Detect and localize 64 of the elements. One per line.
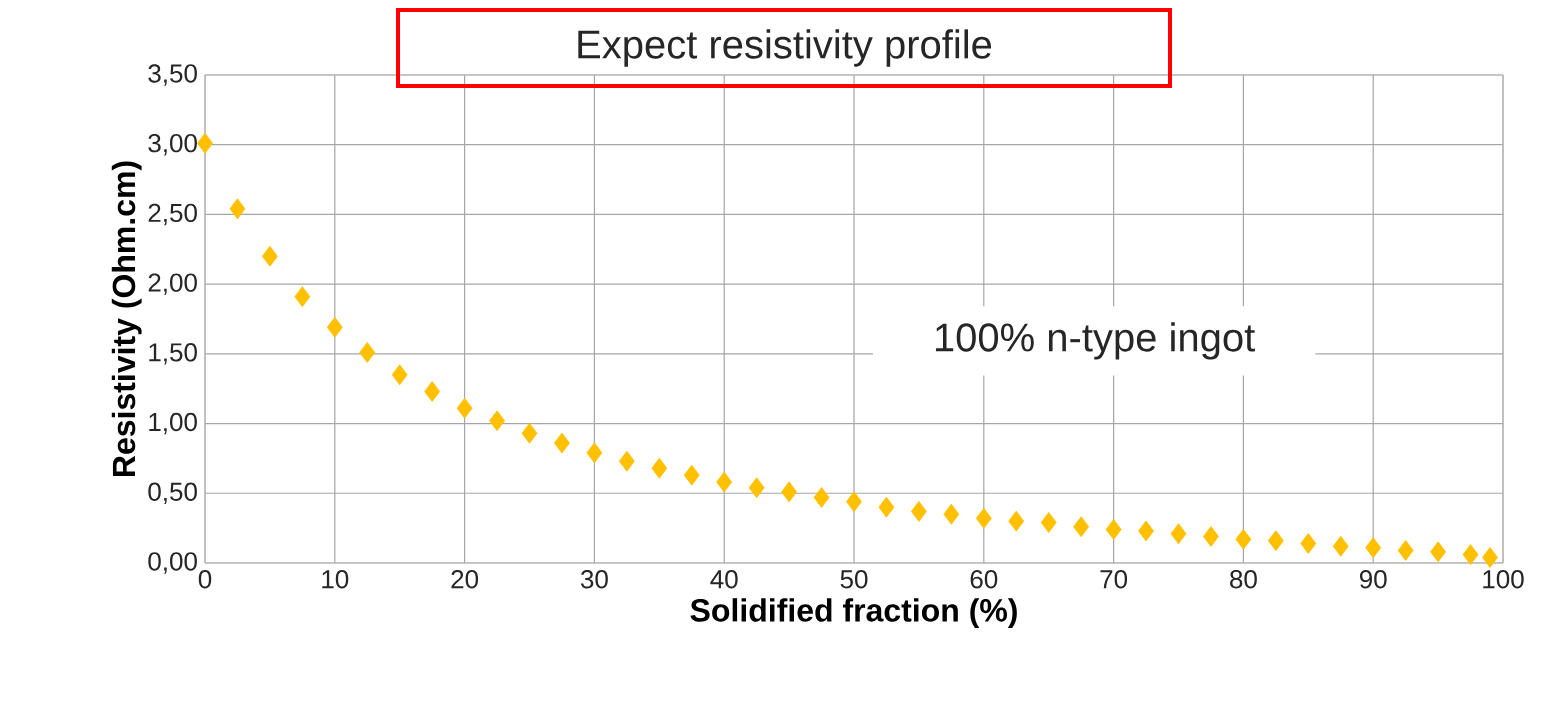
point bbox=[359, 342, 376, 363]
point bbox=[1073, 516, 1090, 538]
point bbox=[586, 442, 603, 464]
x-tick-label: 90 bbox=[1359, 570, 1387, 589]
point bbox=[1235, 528, 1252, 550]
point bbox=[554, 432, 570, 454]
y-tick-label: 1,50 bbox=[149, 343, 197, 365]
point bbox=[878, 496, 895, 518]
y-tick-label: 1,00 bbox=[149, 412, 197, 435]
x-tick-label: 50 bbox=[840, 570, 868, 589]
x-axis-title: Solidified fraction (%) bbox=[690, 598, 1017, 629]
point bbox=[651, 457, 668, 479]
x-tick-label: 100 bbox=[1483, 570, 1524, 589]
x-tick-label: 20 bbox=[451, 570, 479, 589]
point bbox=[521, 422, 538, 444]
x-tick-label: 0 bbox=[198, 570, 212, 589]
point bbox=[1365, 537, 1382, 559]
point bbox=[1430, 541, 1447, 563]
y-tick-label: 3,50 bbox=[148, 64, 197, 86]
point bbox=[456, 397, 473, 419]
point bbox=[846, 491, 862, 513]
point bbox=[1462, 544, 1479, 566]
y-tick-label: 0,50 bbox=[148, 482, 197, 505]
point bbox=[1040, 512, 1057, 533]
point bbox=[975, 507, 992, 529]
point bbox=[781, 481, 798, 503]
y-tick-label: 0,00 bbox=[148, 552, 197, 574]
point bbox=[197, 132, 213, 154]
x-tick-label: 30 bbox=[580, 570, 608, 589]
point bbox=[813, 487, 830, 508]
annotation: 100% n-type ingot bbox=[935, 322, 1255, 360]
point bbox=[294, 286, 311, 308]
point bbox=[1105, 519, 1122, 540]
point bbox=[326, 316, 343, 338]
point bbox=[911, 501, 927, 522]
point bbox=[424, 381, 441, 402]
x-tick-label: 80 bbox=[1230, 570, 1257, 589]
point bbox=[1332, 535, 1349, 557]
y-tick-label: 2,50 bbox=[148, 203, 197, 226]
point bbox=[489, 410, 505, 432]
point bbox=[618, 450, 635, 472]
point bbox=[1203, 526, 1219, 547]
point bbox=[1267, 530, 1284, 552]
point bbox=[748, 477, 765, 499]
x-tick-label: 40 bbox=[710, 570, 738, 589]
point bbox=[1300, 533, 1317, 554]
y-tick-label: 2,00 bbox=[148, 273, 197, 295]
point bbox=[391, 364, 408, 386]
y-axis-title: Resistivity (Ohm.cm) bbox=[111, 161, 142, 477]
x-tick-label: 10 bbox=[322, 570, 349, 589]
point bbox=[1008, 510, 1025, 532]
point bbox=[716, 471, 733, 493]
point bbox=[1482, 547, 1498, 568]
chart-title: Expect resistivity profile bbox=[578, 29, 992, 67]
point bbox=[229, 198, 246, 220]
y-tick-label: 3,00 bbox=[148, 133, 197, 156]
point bbox=[943, 503, 960, 525]
point bbox=[262, 245, 278, 267]
point bbox=[1397, 540, 1414, 561]
x-tick-label: 60 bbox=[970, 570, 998, 589]
x-tick-label: 70 bbox=[1100, 570, 1128, 589]
point bbox=[683, 464, 700, 486]
point bbox=[1170, 523, 1187, 545]
point bbox=[1138, 520, 1154, 542]
